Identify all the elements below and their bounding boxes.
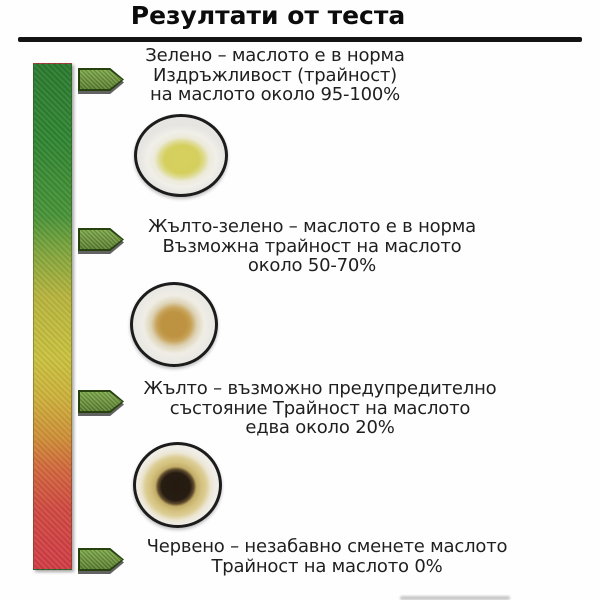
oil-spot-sample-yellow [133, 442, 222, 528]
title-divider [18, 37, 582, 42]
legend-line: едва около 20% [245, 417, 395, 438]
legend-text-yellow-green: Жълто-зелено – маслото е в норма Възможн… [124, 217, 500, 276]
level-arrow-icon-yellow-green [78, 228, 124, 251]
legend-line: Трайност на маслото 0% [211, 555, 443, 577]
page-title: Резултати от теста [130, 1, 406, 30]
oil-spot-sample-yellow-green [130, 282, 218, 367]
legend-line: Зелено – маслото е в норма [145, 45, 405, 66]
scan-artifact [400, 596, 510, 600]
legend-line: състояние Трайност на маслото [169, 397, 471, 419]
oil-condition-scale [33, 63, 72, 570]
legend-line: на маслото около 95-100% [150, 84, 400, 105]
oil-spot-sample-green [134, 114, 228, 197]
legend-text-red: Червено – незабавно сменете маслото Трай… [140, 537, 514, 576]
legend-text-yellow: Жълто – възможно предупредително състоян… [130, 379, 510, 438]
legend-line: около 50-70% [247, 255, 377, 276]
legend-line: Червено – незабавно сменете маслото [146, 536, 508, 557]
level-arrow-icon-red [78, 548, 124, 571]
legend-line: Възможна трайност на маслото [162, 235, 462, 257]
legend-line: Жълто – възможно предупредително [143, 378, 497, 399]
legend-line: Издръжливост (трайност) [152, 64, 398, 86]
legend-text-green: Зелено – маслото е в норма Издръжливост … [88, 46, 462, 105]
level-arrow-icon-yellow [78, 390, 124, 413]
legend-line: Жълто-зелено – маслото е в норма [148, 216, 476, 237]
